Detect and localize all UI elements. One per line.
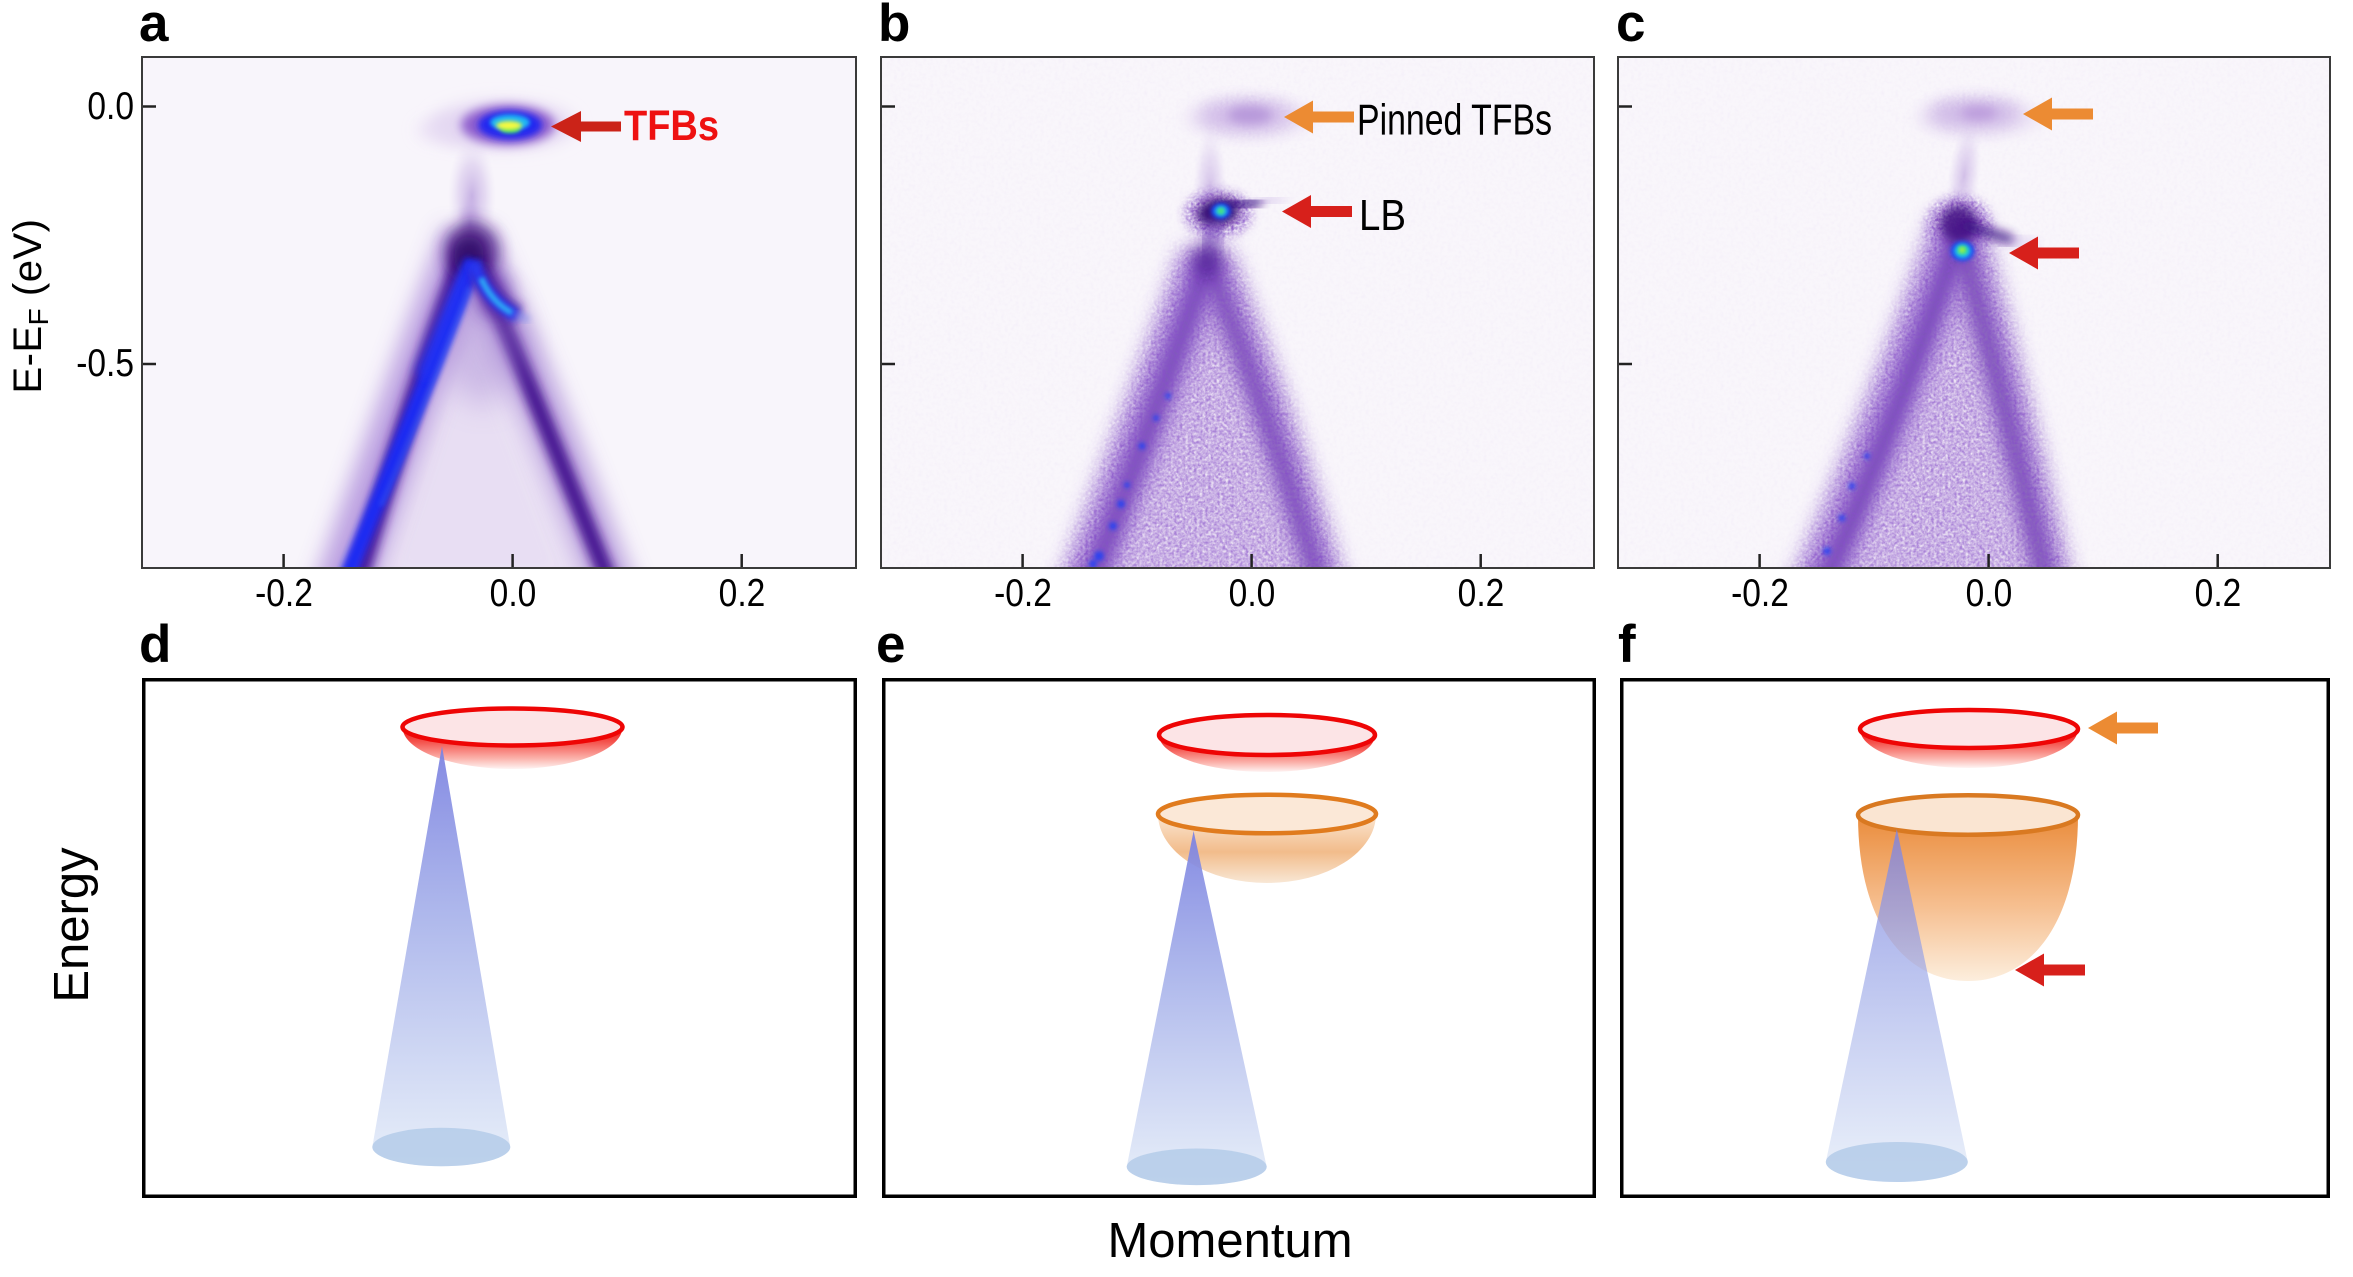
svg-text:Pinned TFBs: Pinned TFBs <box>1357 96 1552 145</box>
svg-text:TFBs: TFBs <box>624 102 719 150</box>
svg-text:LB: LB <box>1359 191 1406 240</box>
